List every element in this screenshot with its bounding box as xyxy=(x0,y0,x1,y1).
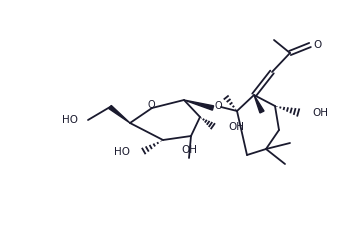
Polygon shape xyxy=(254,95,264,113)
Text: OH: OH xyxy=(228,122,244,132)
Text: O: O xyxy=(147,100,155,110)
Text: OH: OH xyxy=(312,108,328,118)
Text: HO: HO xyxy=(114,147,130,157)
Text: O: O xyxy=(313,40,321,50)
Text: HO: HO xyxy=(62,115,78,125)
Polygon shape xyxy=(184,100,214,110)
Polygon shape xyxy=(109,105,130,123)
Text: O: O xyxy=(214,101,222,111)
Text: OH: OH xyxy=(181,145,197,155)
